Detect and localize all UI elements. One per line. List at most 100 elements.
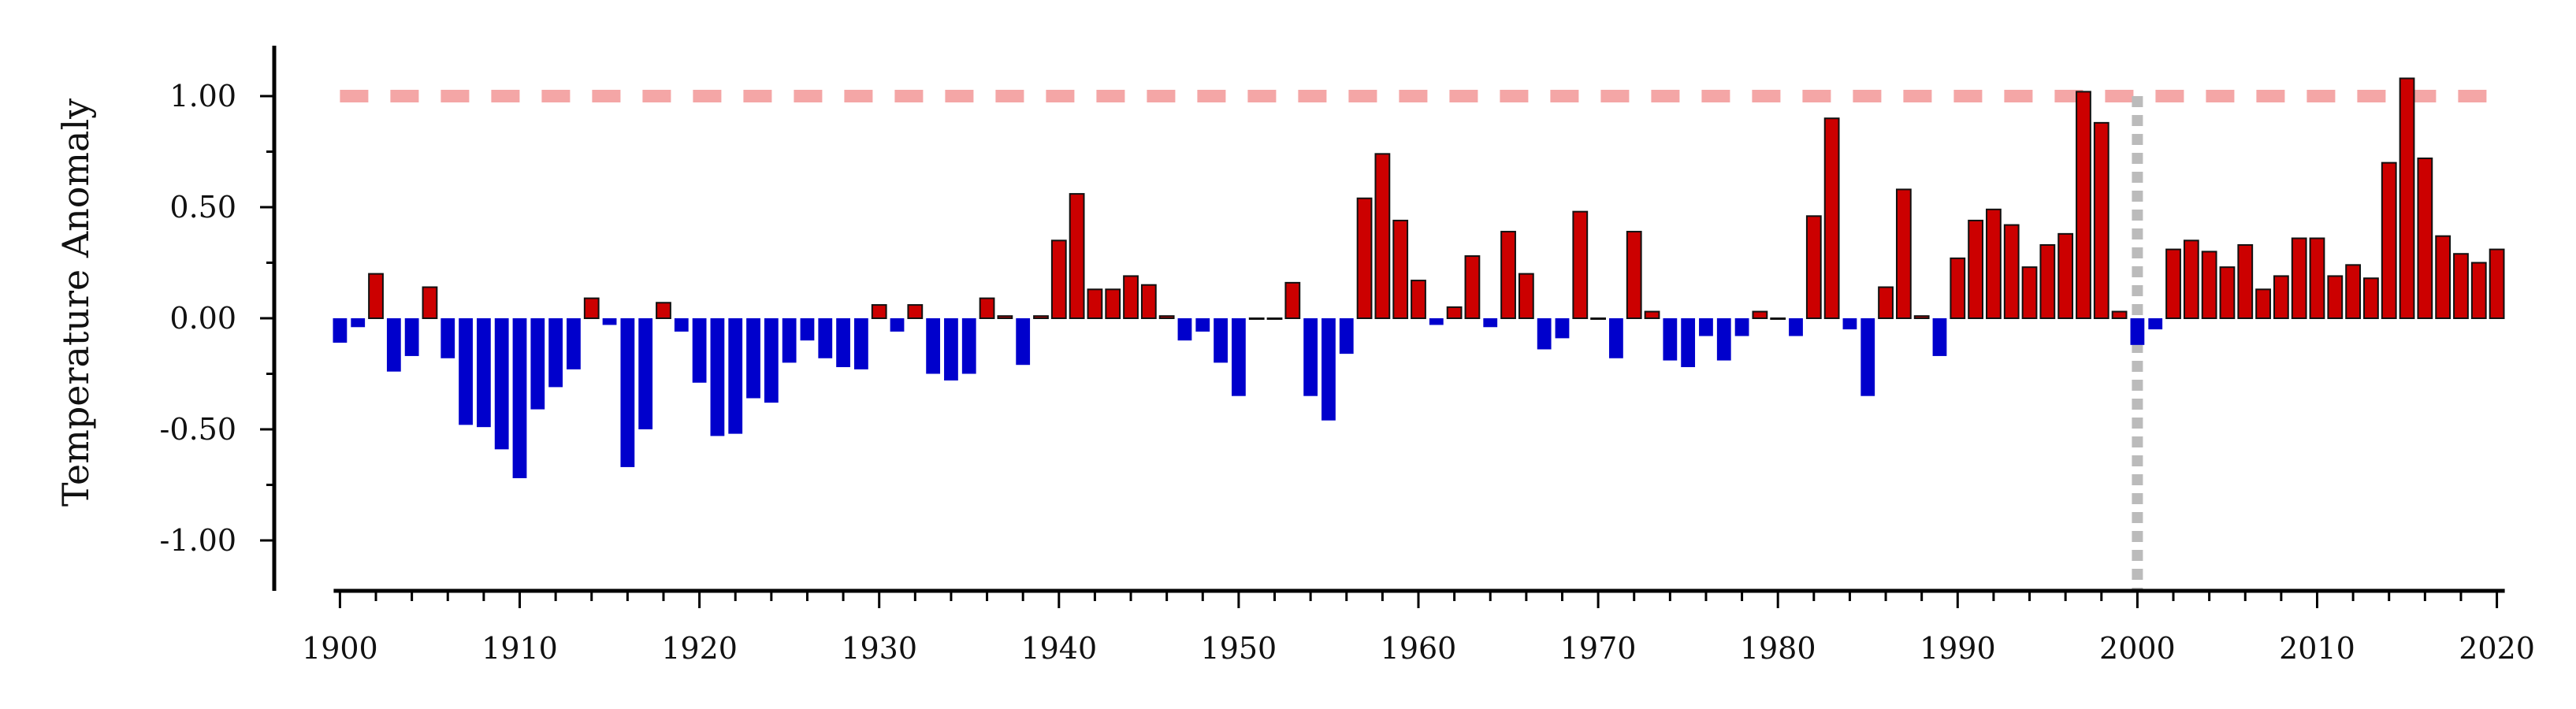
bar-1998	[2093, 121, 2109, 319]
x-tick-label-1970: 1970	[1560, 631, 1637, 666]
bar-1908	[476, 318, 491, 428]
bar-1924	[764, 318, 779, 403]
y-tick-label: 0.00	[169, 301, 236, 336]
bar-1957	[1356, 197, 1373, 319]
bar-1968	[1555, 318, 1570, 339]
bar-1983	[1823, 117, 1840, 319]
bar-2020	[2489, 248, 2505, 319]
bar-1965	[1500, 231, 1516, 319]
bar-1920	[692, 318, 707, 383]
bar-1922	[728, 318, 743, 434]
bar-1984	[1842, 318, 1857, 330]
bar-1963	[1464, 255, 1481, 320]
bar-1935	[961, 318, 976, 374]
bar-1978	[1734, 318, 1749, 336]
bar-1976	[1699, 318, 1713, 336]
bar-1943	[1105, 288, 1121, 320]
bar-1991	[1968, 219, 1984, 319]
bar-2019	[2470, 262, 2487, 320]
bar-1938	[1016, 318, 1031, 366]
bar-2011	[2327, 275, 2344, 320]
bar-2017	[2435, 235, 2451, 319]
bar-1917	[638, 318, 653, 429]
bar-1974	[1663, 318, 1678, 361]
bar-1987	[1895, 188, 1912, 319]
bar-2007	[2255, 288, 2271, 320]
bar-1932	[907, 304, 924, 320]
bar-2003	[2183, 239, 2199, 319]
y-axis-title: Temperature Anomaly	[54, 98, 97, 507]
bar-2008	[2273, 275, 2289, 320]
bar-1948	[1195, 318, 1210, 332]
bar-1913	[567, 318, 581, 369]
bar-1914	[583, 297, 600, 320]
bar-1912	[548, 318, 563, 388]
bar-2009	[2291, 237, 2307, 319]
bar-1980	[1770, 317, 1786, 320]
y-tick-label: -1.00	[160, 523, 236, 558]
bar-1906	[440, 318, 455, 358]
bar-1969	[1572, 210, 1589, 319]
bar-1981	[1789, 318, 1803, 336]
bar-1982	[1805, 215, 1822, 319]
bar-1929	[853, 318, 868, 369]
bar-1958	[1374, 153, 1391, 319]
bar-1956	[1339, 318, 1354, 354]
x-tick-label-1910: 1910	[481, 631, 558, 666]
bar-1967	[1537, 318, 1552, 350]
bar-1905	[422, 286, 438, 320]
x-tick-label-1900: 1900	[302, 631, 378, 666]
bar-1975	[1681, 318, 1696, 368]
x-tick-label-1980: 1980	[1740, 631, 1816, 666]
y-tick-label: 0.50	[169, 190, 236, 225]
bar-1902	[368, 273, 384, 320]
bar-1961	[1429, 318, 1444, 325]
bar-1941	[1069, 193, 1085, 319]
bar-1931	[890, 318, 905, 332]
bar-1930	[871, 304, 887, 320]
bar-1940	[1050, 239, 1067, 319]
bar-1962	[1446, 306, 1463, 320]
bar-1996	[2057, 232, 2074, 319]
bar-1915	[602, 318, 617, 325]
bar-1901	[351, 318, 366, 328]
bar-1936	[979, 297, 995, 320]
bar-1928	[836, 318, 850, 368]
bar-2001	[2148, 318, 2163, 330]
bars-group	[333, 77, 2505, 479]
bar-1951	[1248, 317, 1265, 320]
bar-1903	[386, 318, 401, 372]
bar-2004	[2201, 251, 2217, 320]
bar-1942	[1087, 288, 1103, 320]
bar-1950	[1232, 318, 1246, 396]
bar-2006	[2237, 243, 2254, 319]
bar-1990	[1950, 257, 1966, 320]
bar-1988	[1913, 315, 1930, 320]
bar-1923	[746, 318, 760, 399]
bar-2014	[2381, 161, 2397, 319]
bar-1939	[1033, 315, 1049, 320]
x-tick-label-1930: 1930	[841, 631, 917, 666]
bar-1934	[944, 318, 958, 380]
bar-1964	[1483, 318, 1498, 328]
bar-1989	[1932, 318, 1947, 356]
bar-1994	[2021, 266, 2038, 320]
bar-2016	[2417, 157, 2433, 319]
bar-1909	[494, 318, 509, 450]
y-tick-label: -0.50	[160, 412, 236, 447]
bar-1952	[1266, 317, 1283, 320]
x-tick-label-1960: 1960	[1381, 631, 1457, 666]
bar-1971	[1609, 318, 1623, 358]
x-tick-label-2020: 2020	[2459, 631, 2535, 666]
bar-2013	[2363, 277, 2379, 320]
bar-1959	[1392, 219, 1409, 319]
x-tick-label-1940: 1940	[1020, 631, 1097, 666]
bar-1973	[1644, 310, 1660, 320]
bar-1955	[1321, 318, 1336, 421]
bar-1947	[1177, 318, 1192, 341]
x-tick-label-1990: 1990	[1920, 631, 1996, 666]
bar-2002	[2165, 248, 2181, 319]
bar-1904	[404, 318, 419, 356]
